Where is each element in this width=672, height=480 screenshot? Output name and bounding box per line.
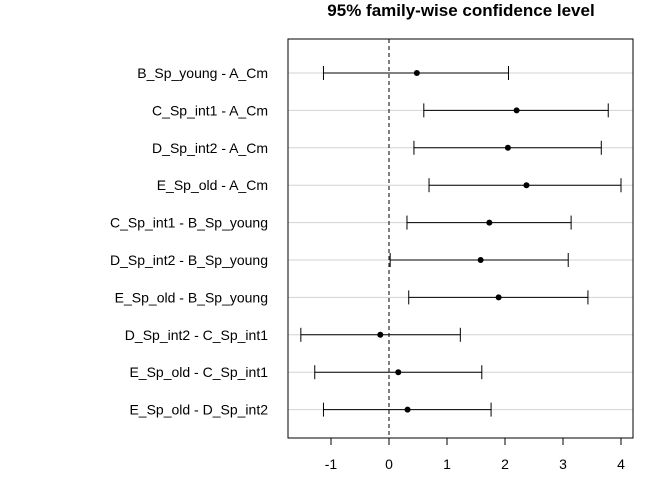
estimate-point <box>404 406 411 413</box>
estimate-point <box>377 331 384 338</box>
x-axis: -1 0 1 2 3 4 <box>325 437 625 472</box>
comparison-label: D_Sp_int2 - A_Cm <box>152 140 268 156</box>
x-tick-label: 3 <box>559 456 567 472</box>
estimate-point <box>495 294 502 301</box>
comparison-label: E_Sp_old - D_Sp_int2 <box>129 402 268 418</box>
comparison-label: C_Sp_int1 - A_Cm <box>152 102 268 118</box>
comparison-label: E_Sp_old - B_Sp_young <box>115 289 268 305</box>
comparison-labels: B_Sp_young - A_Cm C_Sp_int1 - A_Cm D_Sp_in… <box>110 65 268 418</box>
comparison-label: D_Sp_int2 - C_Sp_int1 <box>125 327 268 343</box>
estimate-point <box>413 70 420 76</box>
plot-frame <box>287 38 634 439</box>
comparison-label: E_Sp_old - C_Sp_int1 <box>129 364 268 380</box>
comparison-label: D_Sp_int2 - B_Sp_young <box>110 252 268 268</box>
estimate-point <box>523 182 530 189</box>
estimate-point <box>486 219 493 226</box>
x-tick-label: -1 <box>325 456 338 472</box>
x-tick-label: 1 <box>443 456 451 472</box>
estimate-point <box>504 144 511 151</box>
x-tick-label: 0 <box>385 456 393 472</box>
confidence-intervals <box>300 66 622 417</box>
x-tick-label: 2 <box>501 456 509 472</box>
comparison-label: C_Sp_int1 - B_Sp_young <box>110 215 268 231</box>
estimate-point <box>513 107 520 114</box>
estimate-point <box>395 369 402 376</box>
comparison-label: E_Sp_old - A_Cm <box>157 177 268 193</box>
chart-title: 95% family-wise confidence level <box>327 1 594 20</box>
x-tick-label: 4 <box>617 456 625 472</box>
grid-lines <box>288 72 633 411</box>
estimate-point <box>477 257 484 263</box>
comparison-label: B_Sp_young - A_Cm <box>137 65 268 81</box>
